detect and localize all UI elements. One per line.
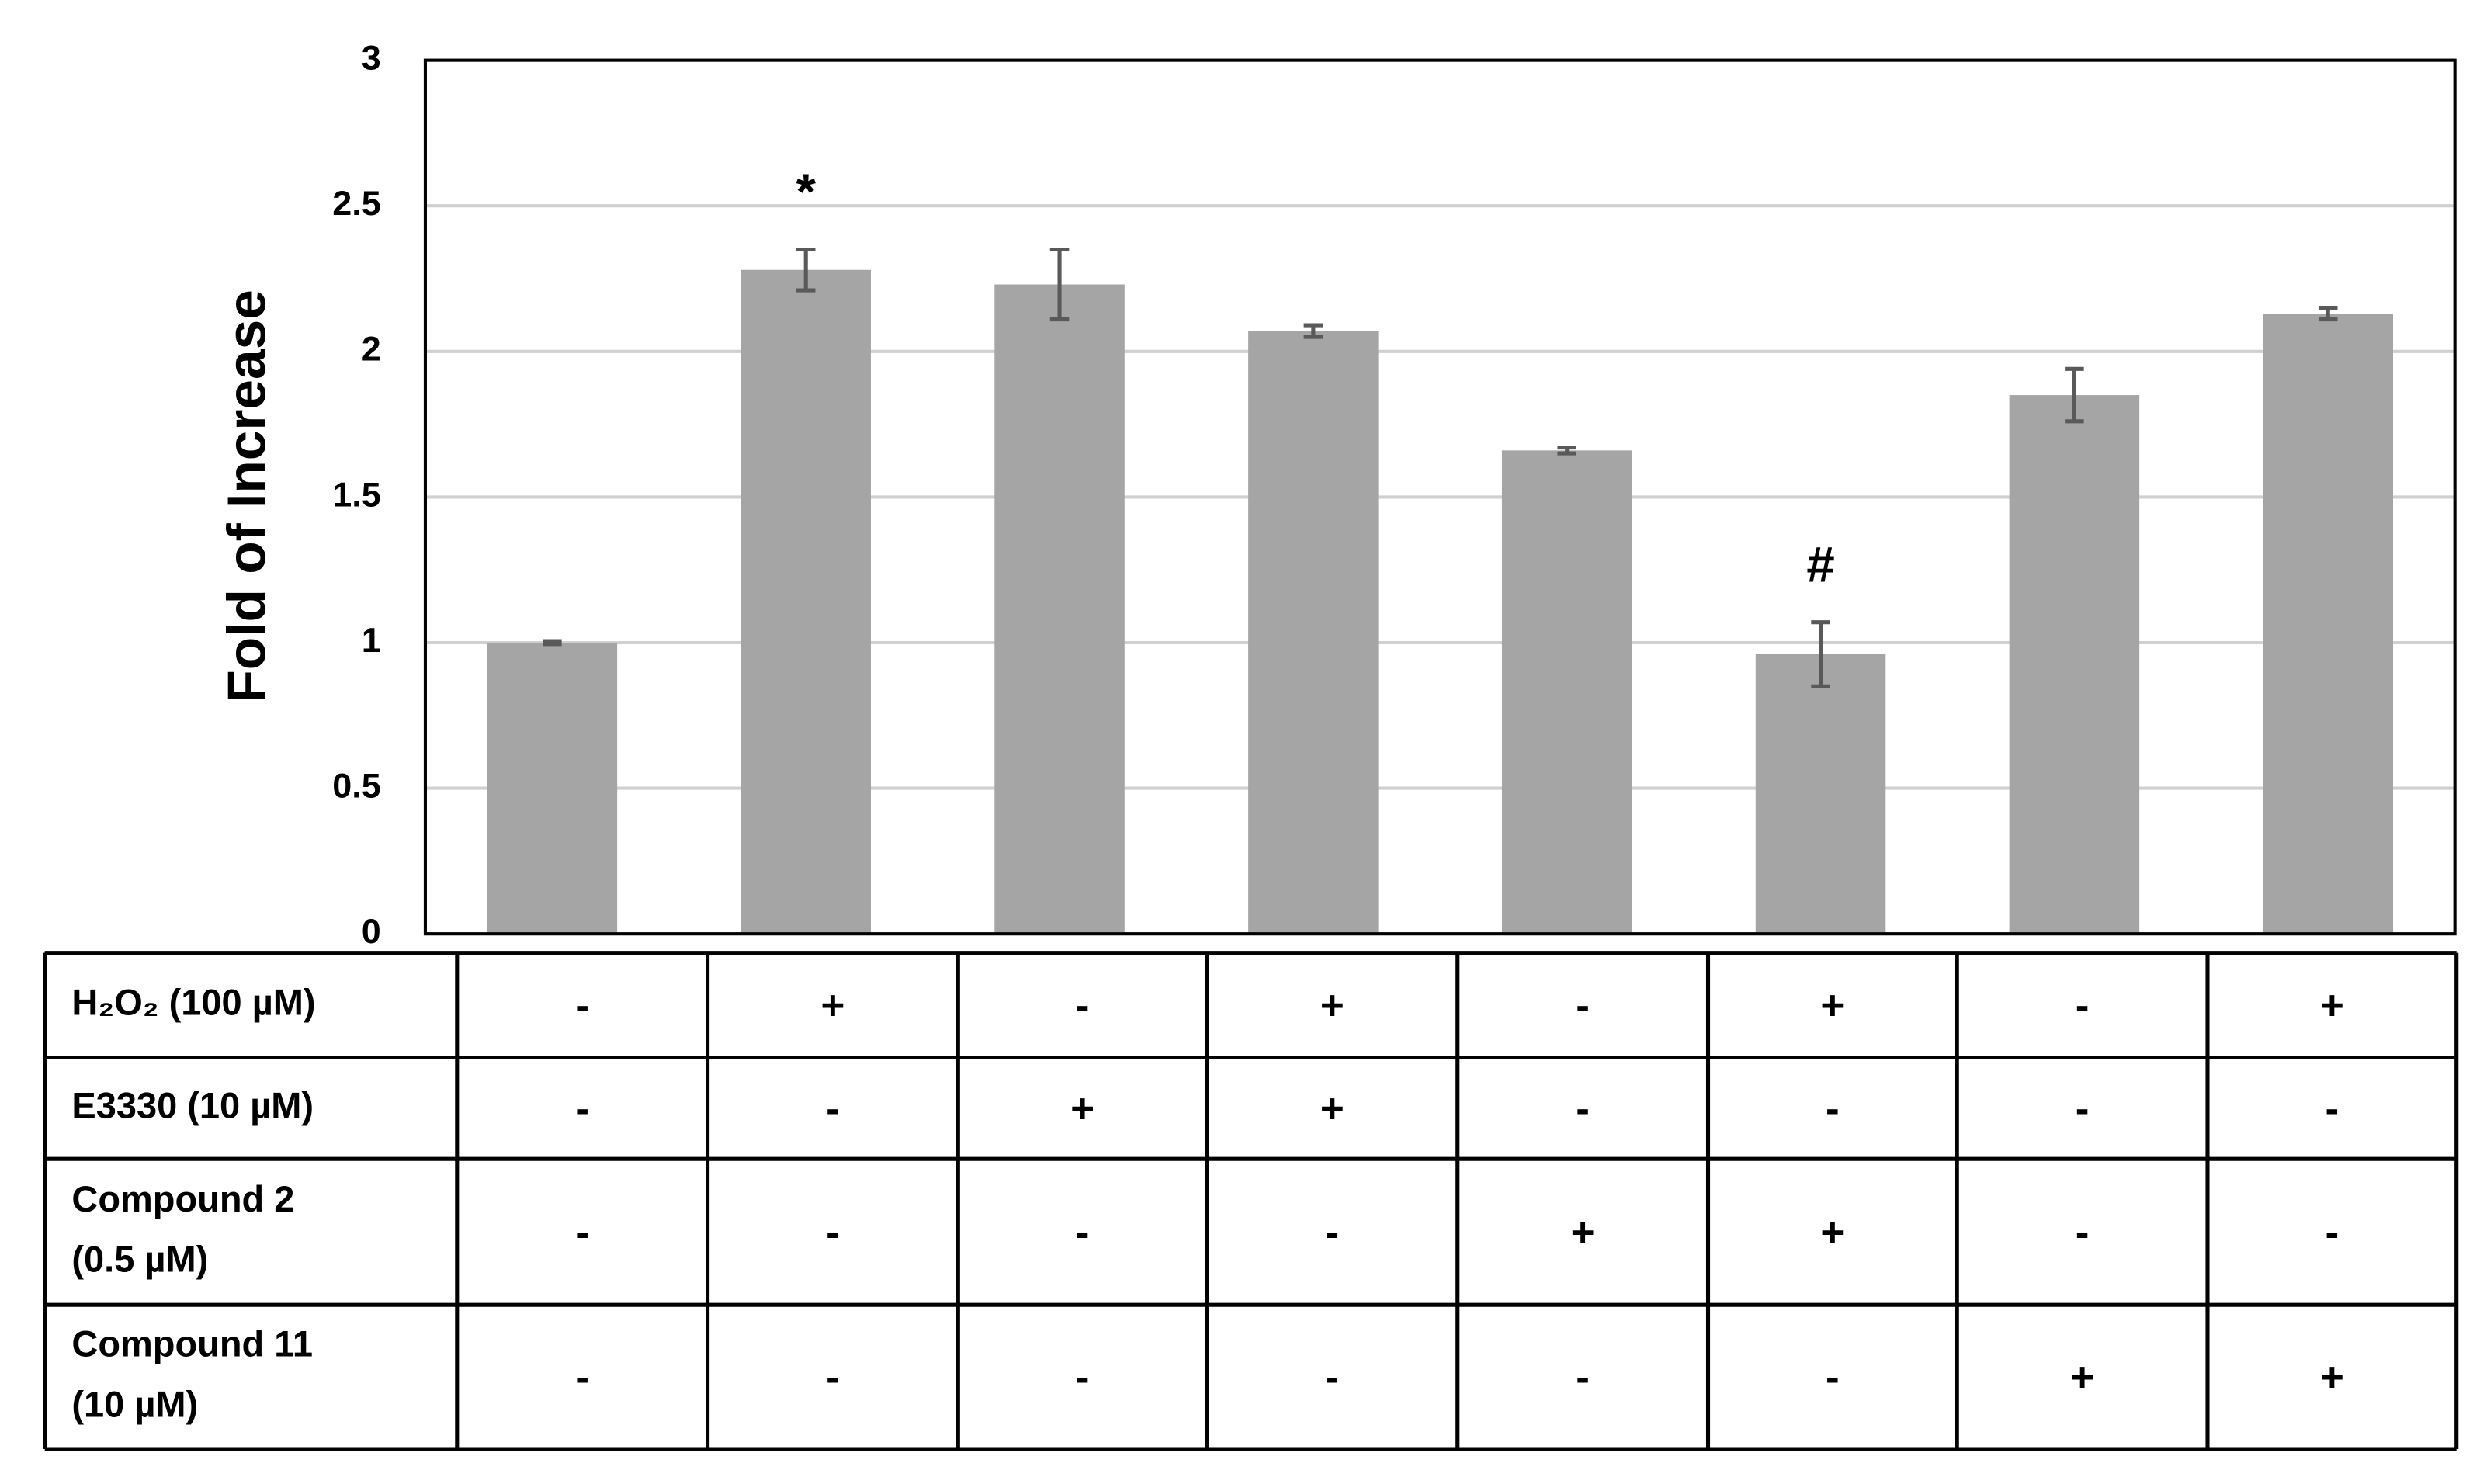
condition-cell: + <box>1320 1086 1344 1132</box>
condition-cell: - <box>1076 1209 1090 1255</box>
condition-cell: - <box>1576 983 1590 1028</box>
row-label: E3330 (10 µM) <box>71 1084 314 1125</box>
y-tick-label: 2.5 <box>332 183 380 223</box>
bar <box>1501 450 1632 934</box>
condition-cell: - <box>1826 1086 1840 1132</box>
error-bar <box>1557 446 1576 456</box>
bar <box>1755 654 1886 934</box>
condition-cell: + <box>1820 983 1844 1028</box>
condition-cell: - <box>575 1209 589 1255</box>
condition-cell: + <box>1571 1209 1595 1255</box>
y-tick-label: 0 <box>362 911 381 951</box>
y-tick-label: 0.5 <box>332 765 380 805</box>
condition-cell: - <box>575 1086 589 1132</box>
condition-cell: - <box>826 1354 840 1400</box>
bar <box>1248 331 1379 934</box>
row-label: (0.5 µM) <box>71 1238 208 1279</box>
condition-cell: + <box>2070 1354 2094 1400</box>
row-label: Compound 2 <box>71 1178 294 1219</box>
condition-cell: + <box>2320 983 2344 1028</box>
y-tick-label: 1.5 <box>332 474 380 514</box>
condition-cell: + <box>820 983 845 1028</box>
error-bar <box>2065 366 2084 424</box>
condition-cell: - <box>575 983 589 1028</box>
error-bar <box>1049 247 1070 322</box>
bar <box>2263 314 2393 934</box>
condition-cell: - <box>1326 1354 1340 1400</box>
condition-cell: - <box>575 1354 589 1400</box>
condition-cell: - <box>2325 1209 2339 1255</box>
bar <box>2009 395 2140 934</box>
y-tick-label: 2 <box>362 329 381 369</box>
condition-cell: + <box>1070 1086 1094 1132</box>
significance-mark: * <box>796 163 816 220</box>
y-tick-label: 3 <box>362 37 381 77</box>
error-bar <box>543 639 562 647</box>
row-label: (10 µM) <box>71 1383 198 1424</box>
condition-cell: - <box>826 1209 840 1255</box>
bar <box>487 642 618 934</box>
condition-cell: - <box>2076 1086 2090 1132</box>
y-tick-label: 1 <box>362 620 381 660</box>
error-bar <box>1303 323 1323 339</box>
condition-cell: - <box>1076 983 1090 1028</box>
row-label: H₂O₂ (100 µM) <box>71 982 315 1023</box>
error-bar <box>796 247 816 293</box>
condition-cell: - <box>1826 1354 1840 1400</box>
condition-cell: - <box>826 1086 840 1132</box>
condition-cell: - <box>2076 983 2090 1028</box>
condition-cell: - <box>1576 1354 1590 1400</box>
significance-mark: # <box>1806 536 1834 593</box>
condition-cell: - <box>2325 1086 2339 1132</box>
condition-cell: + <box>1320 983 1344 1028</box>
y-axis-label: Fold of Increase <box>217 290 277 702</box>
condition-cell: + <box>2320 1354 2344 1400</box>
bar <box>994 284 1125 934</box>
plot-frame <box>423 58 2457 936</box>
condition-cell: - <box>1576 1086 1590 1132</box>
condition-cell: + <box>1820 1209 1844 1255</box>
condition-table <box>43 951 2459 1451</box>
error-bar <box>2318 305 2338 322</box>
row-label: Compound 11 <box>71 1323 313 1364</box>
condition-cell: - <box>1076 1354 1090 1400</box>
condition-cell: - <box>2076 1209 2090 1255</box>
condition-cell: - <box>1326 1209 1340 1255</box>
error-bar <box>1811 620 1830 688</box>
bar <box>741 269 871 934</box>
